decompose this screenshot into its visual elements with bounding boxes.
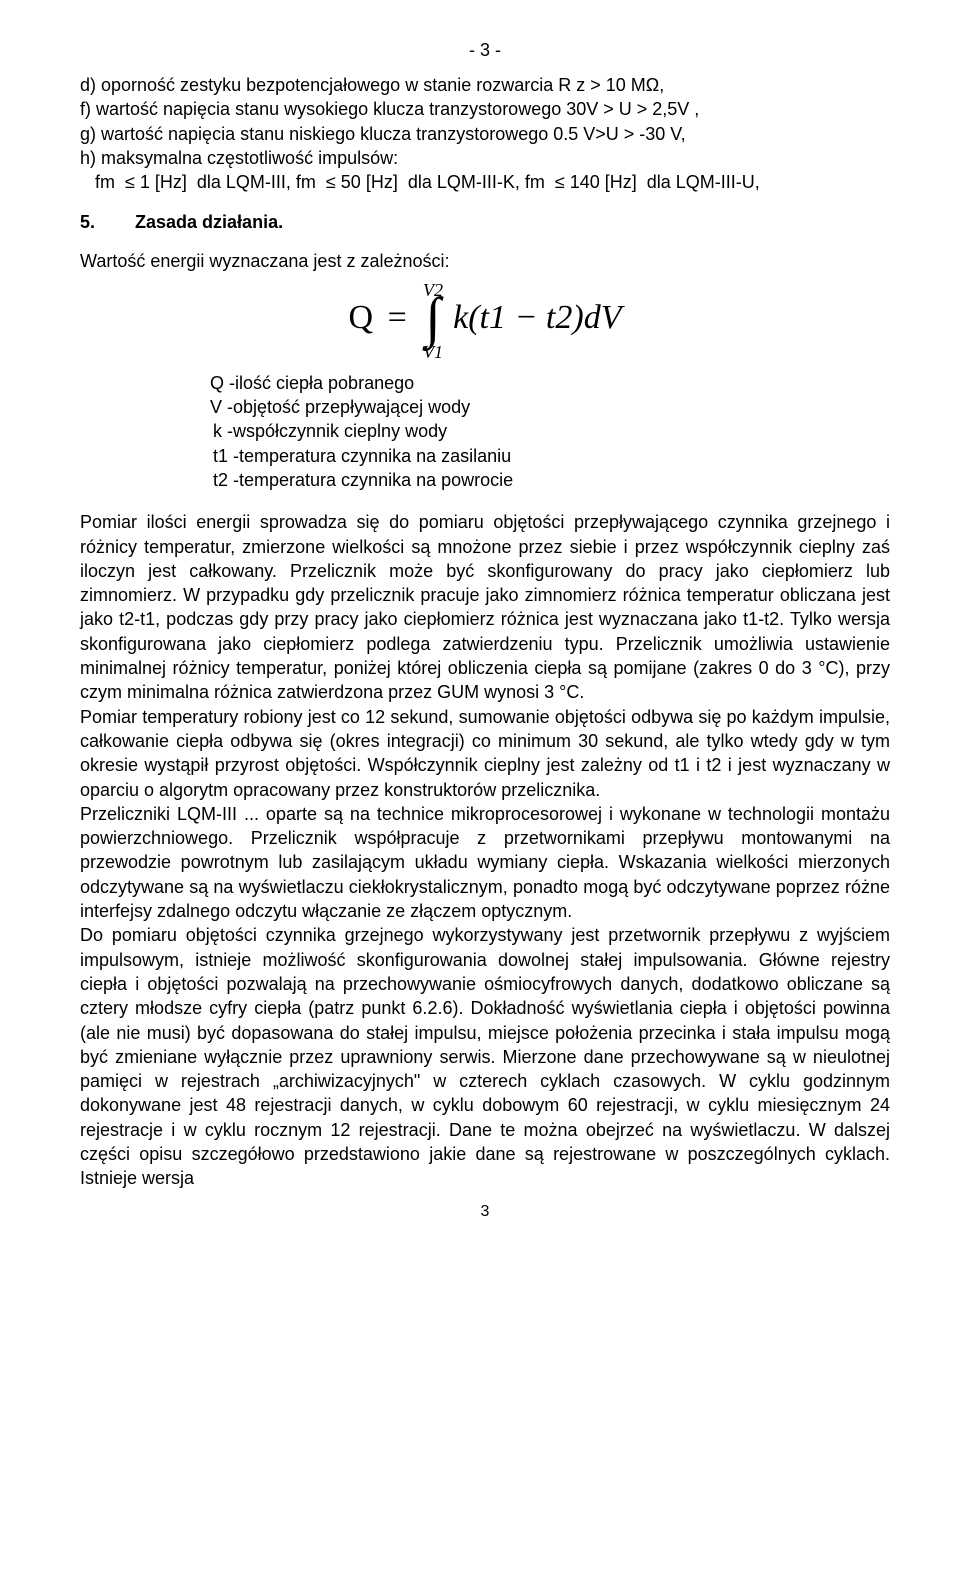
legend-line: t1 -temperatura czynnika na zasilaniu — [210, 444, 890, 468]
legend-line: t2 -temperatura czynnika na powrocie — [210, 468, 890, 492]
intro-line: Wartość energii wyznaczana jest z zależn… — [80, 249, 890, 273]
page-number-header: - 3 - — [80, 40, 890, 61]
document-page: - 3 - d) oporność zestyku bezpotencjałow… — [0, 0, 960, 1251]
energy-formula: Q = V2 ∫ V1 k(t1 − t2)dV — [349, 299, 622, 336]
integral-wrap: V2 ∫ V1 — [425, 296, 440, 345]
body-paragraph-2: Pomiar temperatury robiony jest co 12 se… — [80, 705, 890, 802]
section-title: Zasada działania. — [135, 212, 283, 232]
formula-eq: = — [388, 299, 407, 336]
body-paragraph-4: Do pomiaru objętości czynnika grzejnego … — [80, 923, 890, 1190]
legend-line: Q -ilość ciepła pobranego — [210, 371, 890, 395]
list-item-d: d) oporność zestyku bezpotencjałowego w … — [80, 73, 890, 97]
formula-legend: Q -ilość ciepła pobranego V -objętość pr… — [210, 371, 890, 492]
integral-sign: ∫ — [425, 296, 440, 341]
list-item-h: h) maksymalna częstotliwość impulsów: — [80, 146, 890, 170]
formula-block: Q = V2 ∫ V1 k(t1 − t2)dV — [80, 296, 890, 345]
integral-lower-limit: V1 — [423, 342, 443, 363]
formula-integrand: k(t1 − t2)dV — [453, 299, 621, 336]
page-number-footer: 3 — [80, 1203, 890, 1221]
legend-line: k -współczynnik cieplny wody — [210, 419, 890, 443]
legend-line: V -objętość przepływającej wody — [210, 395, 890, 419]
list-item-h-sub: fm ≤ 1 [Hz] dla LQM-III, fm ≤ 50 [Hz] dl… — [80, 170, 890, 194]
body-paragraph-3: Przeliczniki LQM-III ... oparte są na te… — [80, 802, 890, 923]
formula-lhs: Q — [349, 299, 374, 336]
list-item-f: f) wartość napięcia stanu wysokiego kluc… — [80, 97, 890, 121]
list-item-g: g) wartość napięcia stanu niskiego klucz… — [80, 122, 890, 146]
section-heading: 5. Zasada działania. — [80, 212, 890, 233]
section-number: 5. — [80, 212, 130, 233]
body-paragraph-1: Pomiar ilości energii sprowadza się do p… — [80, 510, 890, 704]
